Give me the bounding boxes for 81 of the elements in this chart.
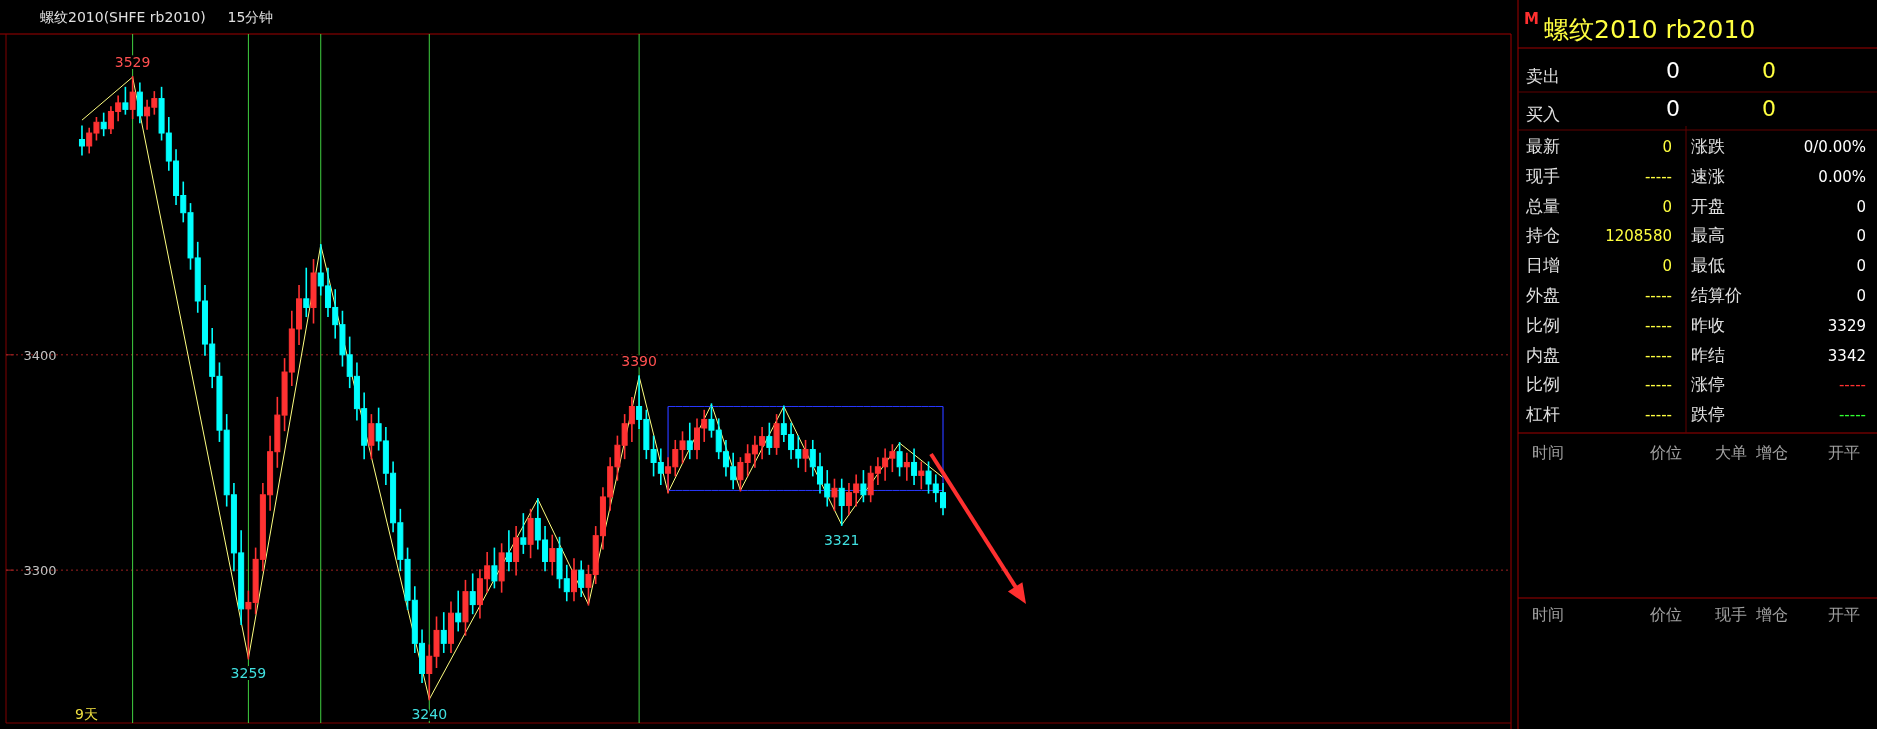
text: 增仓 xyxy=(1755,605,1788,624)
text: 开盘 xyxy=(1691,195,1725,216)
text: 外盘 xyxy=(1526,285,1560,305)
text: ----- xyxy=(1644,406,1672,425)
text: 螺纹2010 rb2010 xyxy=(1544,15,1756,44)
text: 0 xyxy=(1856,287,1866,305)
text: 3342 xyxy=(1827,346,1866,365)
text: 0 xyxy=(1856,197,1866,216)
text: ----- xyxy=(1644,346,1672,365)
candlestick xyxy=(686,421,693,460)
text: 价位 xyxy=(1649,605,1682,624)
text: 昨结 xyxy=(1691,344,1725,365)
text: 时间 xyxy=(1532,605,1564,624)
text: 买入 xyxy=(1526,104,1560,124)
text: 最高 xyxy=(1691,225,1725,246)
candlestick xyxy=(911,447,918,486)
text: 0 xyxy=(1856,227,1866,246)
text: M xyxy=(1524,10,1539,28)
candlestick xyxy=(447,600,454,654)
text: 0 xyxy=(1666,58,1680,83)
text: 跌停 xyxy=(1691,404,1725,425)
text: 速涨 xyxy=(1691,165,1725,186)
annotation: 3321 xyxy=(823,531,860,548)
text: 0/0.00% xyxy=(1803,138,1866,156)
text: 价位 xyxy=(1649,443,1682,462)
text: 0 xyxy=(1662,197,1672,216)
text: ----- xyxy=(1644,376,1672,395)
text: 3329 xyxy=(1827,316,1866,335)
text: 现手 xyxy=(1715,605,1747,624)
candlestick xyxy=(513,525,520,577)
text: 时间 xyxy=(1532,443,1564,462)
chart-title: 螺纹2010(SHFE rb2010) xyxy=(40,9,206,25)
text: 最低 xyxy=(1691,255,1725,276)
candlestick xyxy=(578,559,585,598)
text: 0.00% xyxy=(1818,167,1866,186)
candlestick xyxy=(505,529,512,572)
text: ----- xyxy=(1644,316,1672,335)
text: 比例 xyxy=(1526,374,1560,395)
y-tick-label: 3300 xyxy=(23,563,57,579)
text: 昨收 xyxy=(1691,314,1725,335)
candlestick xyxy=(136,81,143,125)
candlestick xyxy=(455,589,462,633)
text: 涨停 xyxy=(1691,374,1725,395)
text: 0 xyxy=(1856,257,1866,276)
text: 内盘 xyxy=(1526,344,1560,365)
text: 现手 xyxy=(1526,165,1560,186)
annotation: 9天 xyxy=(75,706,98,722)
candlestick xyxy=(549,533,556,577)
line-series xyxy=(81,76,944,700)
text: ----- xyxy=(1644,287,1672,305)
text: 比例 xyxy=(1526,314,1560,335)
text: 0 xyxy=(1666,96,1680,121)
text: 0 xyxy=(1762,96,1776,121)
text: 结算价 xyxy=(1691,285,1742,305)
text: 0 xyxy=(1662,138,1672,156)
text: 0 xyxy=(1762,58,1776,83)
candlestick xyxy=(570,557,577,603)
text: 开平 xyxy=(1828,605,1860,624)
text: 日增 xyxy=(1526,255,1560,276)
annotation: 3390 xyxy=(621,353,657,370)
text: 持仓 xyxy=(1526,225,1560,246)
text: 卖出 xyxy=(1526,66,1560,86)
text: 大单 xyxy=(1715,443,1747,462)
candlestick xyxy=(78,124,85,157)
text: 总量 xyxy=(1525,195,1560,216)
text: 杠杆 xyxy=(1525,404,1560,425)
candlestick xyxy=(440,611,447,654)
text: ----- xyxy=(1838,406,1866,425)
text: 最新 xyxy=(1526,136,1560,156)
chart-subtitle: 15分钟 xyxy=(227,9,274,25)
candlestick xyxy=(303,266,310,318)
text: ----- xyxy=(1838,376,1866,395)
y-tick-label: 3400 xyxy=(23,347,57,363)
text: ----- xyxy=(1644,167,1672,186)
text: 开平 xyxy=(1828,443,1860,462)
text: 增仓 xyxy=(1755,443,1788,462)
candlestick xyxy=(903,452,910,482)
text: 0 xyxy=(1662,257,1672,276)
text: 1208580 xyxy=(1605,227,1672,246)
candlestick xyxy=(838,477,845,527)
text: 涨跌 xyxy=(1691,136,1725,156)
